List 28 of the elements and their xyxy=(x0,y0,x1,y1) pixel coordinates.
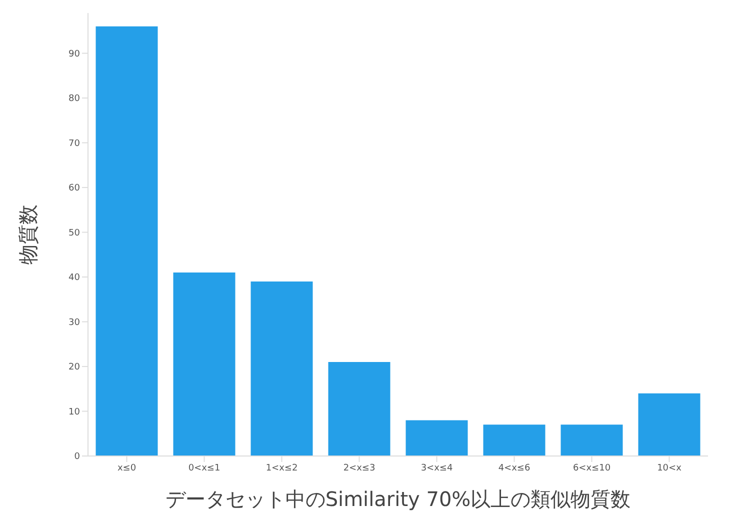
y-tick-label: 30 xyxy=(68,318,80,328)
y-tick-label: 50 xyxy=(68,228,80,238)
x-tick-label: x≤0 xyxy=(117,463,136,474)
y-tick-label: 0 xyxy=(74,452,80,462)
y-tick-label: 90 xyxy=(68,49,80,60)
y-tick-label: 40 xyxy=(68,273,80,284)
bar xyxy=(560,424,623,456)
x-tick-label: 1<x≤2 xyxy=(266,463,298,474)
y-tick-label: 20 xyxy=(68,362,80,373)
y-tick-label: 10 xyxy=(68,407,80,418)
x-tick-label: 6<x≤10 xyxy=(572,463,611,474)
x-tick-label: 2<x≤3 xyxy=(343,463,376,474)
y-tick-label: 80 xyxy=(68,94,80,104)
bar xyxy=(96,26,158,456)
x-tick-label: 3<x≤4 xyxy=(420,463,453,474)
bar xyxy=(406,420,468,456)
bar xyxy=(638,393,700,456)
x-tick-label: 10<x xyxy=(657,463,682,474)
x-tick-label: 0<x≤1 xyxy=(188,463,220,474)
y-tick-label: 60 xyxy=(68,184,80,194)
bar xyxy=(250,281,313,456)
bar xyxy=(483,424,546,456)
x-tick-label: 4<x≤6 xyxy=(498,463,530,474)
x-axis-title: データセット中のSimilarity 70%以上の類似物質数 xyxy=(165,487,631,511)
bar xyxy=(173,272,236,456)
bar xyxy=(328,362,390,456)
y-axis-title: 物質数 xyxy=(16,204,40,264)
y-tick-label: 70 xyxy=(68,138,80,149)
